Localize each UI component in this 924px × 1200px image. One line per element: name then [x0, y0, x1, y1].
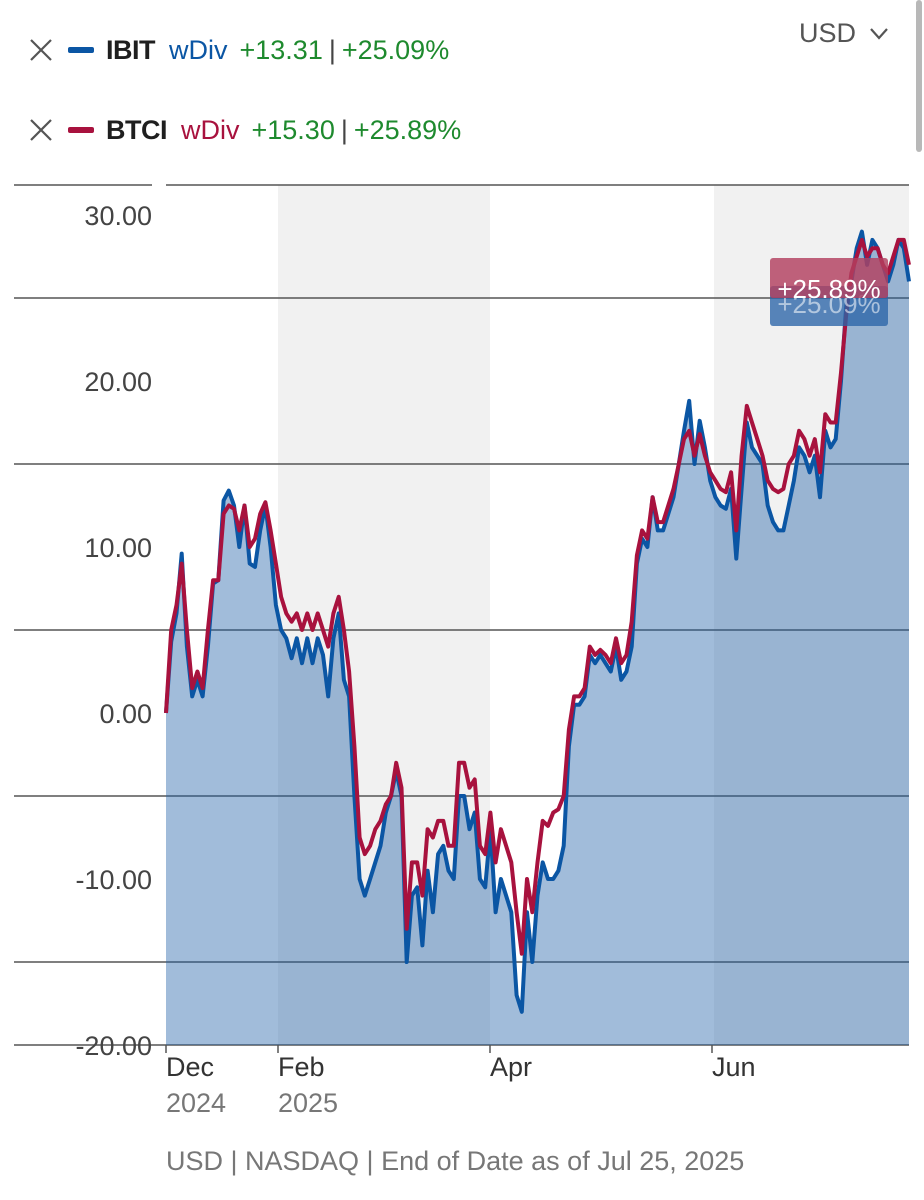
y-tick-label: 10.00: [84, 533, 152, 563]
legend-percent: +25.09%: [341, 34, 450, 65]
x-axis: Dec 2024 Feb 2025 Apr Jun: [165, 1045, 756, 1118]
legend-separator: |: [340, 114, 348, 145]
area-fill-ibit: [166, 231, 909, 1046]
period-band: [714, 185, 909, 1045]
close-icon[interactable]: [28, 37, 54, 63]
legend-percent: +25.89%: [353, 114, 462, 145]
chevron-down-icon: [870, 27, 888, 40]
end-label-text: +25.89%: [777, 274, 880, 304]
series-lines: [164, 229, 911, 1014]
x-tick-label: Jun: [712, 1052, 756, 1082]
scrollbar-thumb[interactable]: [916, 0, 922, 152]
series-swatch-btci: [68, 127, 94, 133]
series-line-ibit: [164, 229, 911, 1014]
series-line-btci: [164, 237, 911, 956]
x-tick-label: Feb: [278, 1052, 325, 1082]
legend-change: +13.31: [239, 34, 323, 65]
chart-footer: USD | NASDAQ | End of Date as of Jul 25,…: [166, 1146, 745, 1176]
legend-separator: |: [328, 34, 336, 65]
legend-mode: wDiv: [181, 114, 240, 145]
legend-mode: wDiv: [169, 34, 228, 65]
legend-ticker: IBIT: [106, 34, 156, 65]
x-tick-year: 2024: [166, 1088, 226, 1118]
y-tick-label: -20.00: [75, 1031, 152, 1061]
end-label-box: [770, 258, 888, 298]
x-tick-year: 2025: [278, 1088, 338, 1118]
end-labels: +25.09%+25.89%: [770, 258, 888, 326]
currency-selector[interactable]: USD: [799, 18, 888, 49]
period-band: [278, 185, 490, 1045]
legend-row-btci: BTCI wDiv +15.30 | +25.89%: [28, 110, 461, 150]
y-tick-label: -10.00: [75, 865, 152, 895]
close-icon[interactable]: [28, 117, 54, 143]
y-tick-label: 20.00: [84, 367, 152, 397]
x-tick-label: Apr: [490, 1052, 532, 1082]
legend-ticker: BTCI: [106, 114, 168, 145]
legend-row-ibit: IBIT wDiv +13.31 | +25.09%: [28, 30, 449, 70]
y-axis: 30.00 20.00 10.00 0.00 -10.00 -20.00: [75, 201, 152, 1061]
end-label-btci: +25.89%: [770, 258, 888, 304]
x-tick-label: Dec: [166, 1052, 214, 1082]
y-tick-label: 30.00: [84, 201, 152, 231]
currency-label: USD: [798, 18, 856, 48]
grid-lines: [14, 184, 909, 1046]
area-layer: [166, 231, 909, 1046]
legend-change: +15.30: [251, 114, 335, 145]
y-tick-label: 0.00: [99, 699, 152, 729]
price-chart: 30.00 20.00 10.00 0.00 -10.00 -20.00 Dec 2024 F…: [14, 184, 911, 1118]
period-bands: [278, 185, 909, 1045]
series-swatch-ibit: [68, 47, 94, 53]
